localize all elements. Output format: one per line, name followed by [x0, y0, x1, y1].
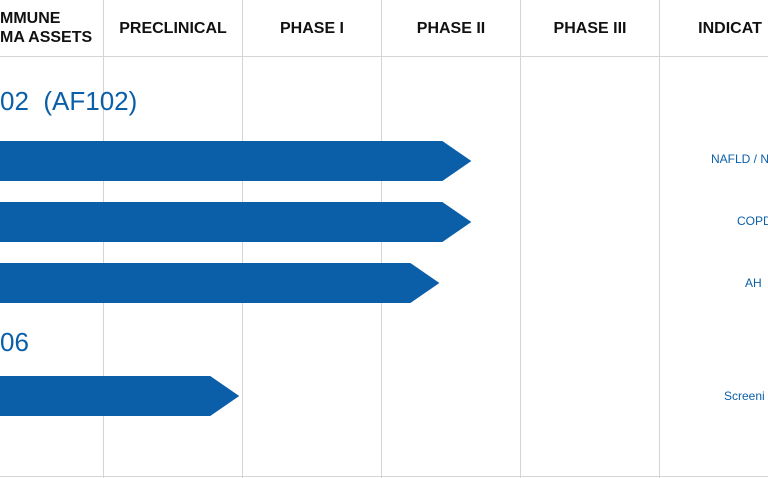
header-phase-1: PHASE I — [243, 0, 381, 56]
header-indication: INDICAT — [660, 0, 768, 56]
asset-label-06: 06 — [0, 327, 29, 357]
asset-label-af102: 02 (AF102) — [0, 86, 138, 116]
bottom-border — [0, 476, 768, 477]
header-phase-3-label: PHASE III — [553, 19, 627, 37]
indication-3: AH — [745, 276, 762, 290]
grid-line-4 — [520, 0, 521, 478]
header-asset-column: MMUNE MA ASSETS — [0, 0, 103, 56]
header-phase-2: PHASE II — [382, 0, 520, 56]
grid-line-5 — [659, 0, 660, 478]
progress-bar-1 — [0, 141, 472, 181]
header-phase-3: PHASE III — [521, 0, 659, 56]
header-asset-label: MMUNE MA ASSETS — [0, 10, 93, 46]
indication-4: Screeni — [724, 389, 765, 403]
header-phase-1-label: PHASE I — [279, 19, 344, 37]
indication-1: NAFLD / N — [711, 152, 768, 166]
header-indication-label: INDICAT — [698, 19, 762, 37]
header-preclinical: PRECLINICAL — [104, 0, 242, 56]
progress-bar-2 — [0, 202, 472, 242]
header-preclinical-label: PRECLINICAL — [119, 19, 227, 37]
header-divider — [0, 56, 768, 57]
indication-2: COPD — [737, 214, 768, 228]
header-phase-2-label: PHASE II — [416, 19, 486, 37]
progress-bar-4 — [0, 376, 240, 416]
progress-bar-3 — [0, 263, 440, 303]
